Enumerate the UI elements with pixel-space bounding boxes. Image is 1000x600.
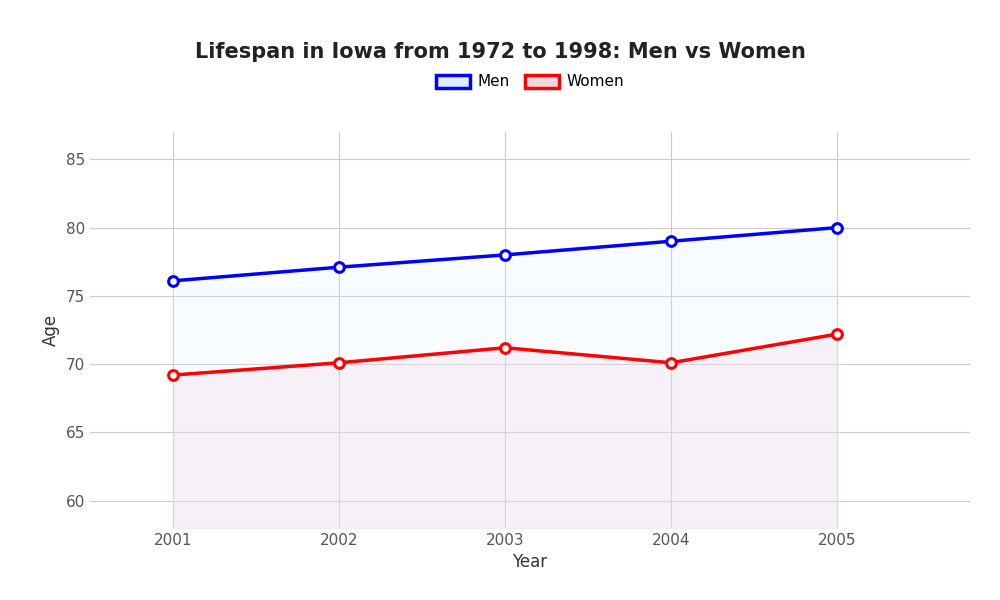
X-axis label: Year: Year <box>512 553 548 571</box>
Legend: Men, Women: Men, Women <box>430 68 630 95</box>
Y-axis label: Age: Age <box>42 314 60 346</box>
Text: Lifespan in Iowa from 1972 to 1998: Men vs Women: Lifespan in Iowa from 1972 to 1998: Men … <box>195 42 805 62</box>
